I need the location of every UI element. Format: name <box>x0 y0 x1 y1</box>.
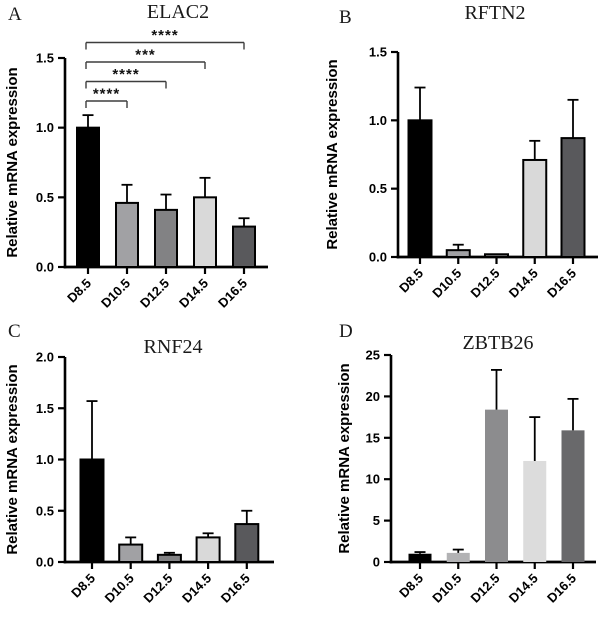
x-tick-label: D12.5 <box>467 266 502 301</box>
bar-D14.5 <box>195 536 221 563</box>
y-tick-label: 0.5 <box>36 503 54 518</box>
panel-d-letter: D <box>339 321 353 342</box>
bar-D10.5 <box>446 552 470 562</box>
bar-D14.5 <box>523 460 547 562</box>
x-tick-label: D10.5 <box>98 276 133 311</box>
x-tick-label: D8.5 <box>64 276 94 306</box>
sig-stars: *** <box>135 47 156 64</box>
panel-a: A ELAC2 0.0 0.5 1.0 1.5 Relative mRNA expres… <box>0 0 305 311</box>
bar-D16.5 <box>234 523 260 563</box>
x-tick-label: D14.5 <box>506 266 541 301</box>
x-tick-label: D12.5 <box>140 571 175 606</box>
x-tick-label: D10.5 <box>102 571 137 606</box>
y-tick-label: 10 <box>366 472 380 487</box>
panel-c-chart: 0.0 0.5 1.0 1.5 2.0 Relative mRNA expression D… <box>4 350 274 606</box>
x-tick-label: D14.5 <box>176 276 211 311</box>
x-tick-label: D8.5 <box>68 571 98 601</box>
x-tick-label: D16.5 <box>215 276 250 311</box>
y-tick-label: 1.0 <box>36 120 54 135</box>
bar-D14.5 <box>522 158 548 258</box>
bar-D8.5 <box>407 119 433 259</box>
y-tick-label: 0 <box>373 555 380 570</box>
x-tick-label: D14.5 <box>506 571 541 606</box>
y-tick-label: 15 <box>366 430 380 445</box>
bar-D14.5 <box>193 196 217 268</box>
y-axis-title: Relative mRNA expression <box>324 59 341 249</box>
y-tick-label: 25 <box>366 348 380 363</box>
bar-D12.5 <box>485 409 508 562</box>
bar-D10.5 <box>115 201 139 268</box>
panel-c: C RNF24 0.0 0.5 1.0 1.5 2.0 Relative mRNA exp… <box>0 310 305 621</box>
x-tick-label: D10.5 <box>429 266 464 301</box>
sig-stars: **** <box>112 66 139 83</box>
panel-a-chart: 0.0 0.5 1.0 1.5 Relative mRNA expression D8.5… <box>4 27 268 311</box>
x-tick-label: D16.5 <box>218 571 253 606</box>
y-tick-label: 2.0 <box>36 350 54 365</box>
panel-b-title: RFTN2 <box>464 2 526 24</box>
y-tick-label: 0.0 <box>36 260 54 275</box>
panel-b-chart: 0.0 0.5 1.0 1.5 Relative mRNA expression D8.5… <box>324 45 598 301</box>
y-axis-title: Relative mRNA expression <box>336 363 353 553</box>
x-tick-label: D16.5 <box>544 571 579 606</box>
panel-b-letter: B <box>339 7 352 28</box>
y-axis-title: Relative mRNA expression <box>4 364 21 554</box>
x-tick-label: D8.5 <box>396 266 426 296</box>
y-tick-label: 1.5 <box>36 51 54 66</box>
x-tick-label: D12.5 <box>137 276 172 311</box>
bar-D16.5 <box>232 225 256 269</box>
x-tick-label: D8.5 <box>396 571 426 601</box>
x-tick-label: D14.5 <box>179 571 214 606</box>
sig-stars: **** <box>151 27 178 44</box>
bar-D12.5 <box>484 253 509 258</box>
bar-D10.5 <box>118 543 144 563</box>
panel-d-title: ZBTB26 <box>462 332 534 354</box>
y-tick-label: 1.5 <box>36 401 54 416</box>
y-axis-title: Relative mRNA expression <box>4 67 21 257</box>
y-tick-label: 20 <box>366 389 380 404</box>
y-tick-label: 1.0 <box>369 113 387 128</box>
y-tick-label: 5 <box>373 513 380 528</box>
panel-c-title: RNF24 <box>143 336 203 358</box>
y-tick-label: 1.5 <box>369 45 387 60</box>
sig-stars: **** <box>93 86 120 103</box>
panel-a-letter: A <box>8 4 22 25</box>
bar-D8.5 <box>76 126 100 268</box>
y-tick-label: 0.0 <box>369 250 387 265</box>
bar-D10.5 <box>445 249 471 259</box>
bar-D16.5 <box>561 430 585 562</box>
bar-D8.5 <box>408 553 432 562</box>
panel-d: D ZBTB26 0 5 10 15 20 25 Relative mRNA express… <box>305 310 609 621</box>
bar-D8.5 <box>79 458 105 563</box>
y-tick-label: 0.5 <box>36 190 54 205</box>
y-tick-label: 1.0 <box>36 452 54 467</box>
bar-D16.5 <box>560 137 586 259</box>
panel-a-title: ELAC2 <box>146 1 210 23</box>
panel-c-letter: C <box>8 321 21 342</box>
x-tick-label: D12.5 <box>467 571 502 606</box>
x-tick-label: D16.5 <box>544 266 579 301</box>
panel-b: B RFTN2 0.0 0.5 1.0 1.5 Relative mRNA expres… <box>305 0 609 310</box>
y-tick-label: 0.5 <box>369 181 387 196</box>
y-tick-label: 0.0 <box>36 555 54 570</box>
bar-D12.5 <box>154 208 178 269</box>
x-tick-label: D10.5 <box>429 571 464 606</box>
bar-D12.5 <box>156 553 182 563</box>
